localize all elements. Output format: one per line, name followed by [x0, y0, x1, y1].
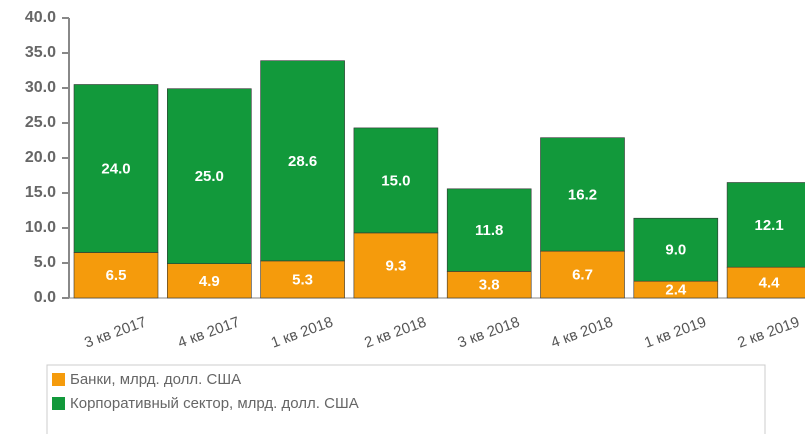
- legend-label: Корпоративный сектор, млрд. долл. США: [70, 395, 359, 412]
- x-tick-label: 2 кв 2018: [362, 314, 428, 352]
- x-tick-label: 4 кв 2017: [176, 314, 242, 352]
- bar-segment: [446, 271, 532, 299]
- data-label: 4.4: [759, 275, 781, 292]
- bar-segment: [353, 127, 439, 234]
- data-label: 6.7: [572, 267, 593, 284]
- data-label: 9.3: [385, 257, 406, 274]
- data-label: 2.4: [665, 282, 687, 299]
- bar-segment: [260, 260, 345, 299]
- data-label: 11.8: [475, 222, 503, 239]
- bar-segment: [726, 266, 805, 299]
- x-tick-label: 4 кв 2018: [549, 314, 615, 352]
- bar-segment: [726, 182, 805, 268]
- x-tick-label: 2 кв 2019: [735, 314, 801, 352]
- y-tick-label: 30.0: [25, 79, 56, 96]
- data-label: 4.9: [199, 273, 220, 290]
- x-tick-label: 1 кв 2018: [269, 314, 335, 352]
- bar-segment: [540, 137, 625, 252]
- data-label: 28.6: [288, 153, 317, 170]
- bar-segment: [446, 188, 532, 272]
- data-label: 24.0: [101, 160, 130, 177]
- y-tick-label: 5.0: [34, 254, 56, 271]
- data-label: 25.0: [195, 168, 224, 185]
- legend-box: [46, 364, 766, 434]
- x-tick-label: 3 кв 2017: [82, 314, 148, 352]
- legend-label: Банки, млрд. долл. США: [70, 371, 241, 388]
- bar-segment: [167, 263, 252, 299]
- y-tick-label: 35.0: [25, 44, 56, 61]
- y-tick-label: 15.0: [25, 184, 56, 201]
- data-label: 16.2: [568, 186, 597, 203]
- y-tick-label: 40.0: [25, 9, 56, 26]
- y-tick-label: 25.0: [25, 114, 56, 131]
- legend-swatch: [52, 397, 65, 410]
- x-tick-label: 3 кв 2018: [455, 314, 521, 352]
- data-label: 9.0: [665, 242, 686, 259]
- bar-segment: [167, 88, 252, 264]
- bar-segment: [633, 217, 719, 282]
- data-label: 6.5: [106, 267, 127, 284]
- y-tick-label: 20.0: [25, 149, 56, 166]
- bar-segment: [73, 252, 159, 299]
- y-tick-label: 0.0: [34, 289, 56, 306]
- data-label: 3.8: [479, 277, 500, 294]
- y-tick-label: 10.0: [25, 219, 56, 236]
- data-label: 5.3: [292, 271, 313, 288]
- bar-segment: [260, 60, 345, 262]
- bar-segment: [73, 84, 159, 253]
- legend-swatch: [52, 373, 65, 386]
- data-label: 15.0: [381, 172, 410, 189]
- data-label: 12.1: [754, 217, 783, 234]
- x-tick-label: 1 кв 2019: [642, 314, 708, 352]
- bar-segment: [540, 250, 625, 299]
